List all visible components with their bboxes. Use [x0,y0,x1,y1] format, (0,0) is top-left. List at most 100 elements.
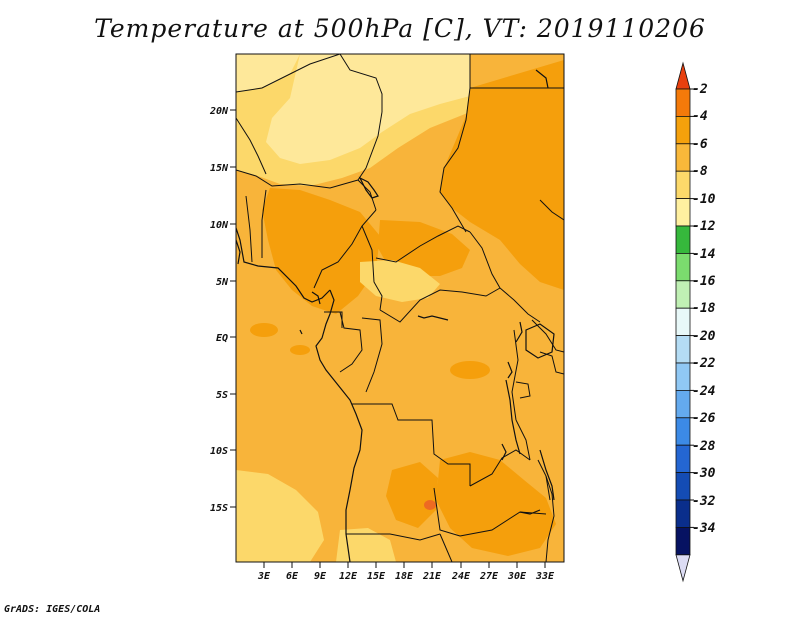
cb-label-m8: -8 [692,164,708,179]
lake-kivu [507,361,513,379]
lon-label-21e: 21E [422,571,442,582]
lat-labels: 20N 15N 10N 5N EQ 5S 10S 15S [209,106,229,514]
field-cold-north [266,54,470,164]
colorbar-swatch [675,362,691,391]
colorbar-swatch [675,116,691,145]
lon-axis [263,562,546,568]
cb-label-m28: -28 [692,439,716,454]
lake-mweru [501,443,507,461]
border-sudan-ethiopia [539,199,564,221]
lon-label-6e: 6E [286,571,299,582]
coast-cameroon-bay [311,291,321,305]
lon-labels: 3E 6E 9E 12E 15E 18E 21E 24E 27E 30E 33E [257,571,555,582]
colorbar-swatch [675,143,691,172]
colorbar-swatch [675,88,691,117]
cb-label-m6: -6 [692,137,708,152]
border-rwanda-burundi [515,381,531,399]
country-borders [236,54,564,562]
border-congo-drc [361,317,383,393]
grads-credit: GrADS: IGES/COLA [4,604,101,615]
coastline-gulf-guinea [315,289,363,562]
lake-volta [236,239,241,265]
field-warm-west-2 [378,220,470,276]
lat-label-5s: 5S [216,390,228,401]
colorbar-swatch [675,499,691,528]
lake-chad [358,176,379,199]
field-hot-spot [424,500,436,510]
colorbar-swatch [675,280,691,309]
border-drc-tanzania [515,419,531,461]
border-car-sudan [469,231,501,289]
lat-label-5n: 5N [216,277,229,288]
lon-label-3e: 3E [257,571,271,582]
colorbar-swatch [675,472,691,501]
border-niger-chad [357,111,383,211]
colorbar-swatch [675,335,691,364]
lon-label-30e: 30E [507,571,527,582]
congo-river [417,315,449,321]
colorbar-swatch [675,198,691,227]
cb-label-m2: -2 [692,82,708,97]
cb-label-m16: -16 [692,274,716,289]
colorbar-swatch [675,527,691,556]
gulf-islands [299,329,303,335]
field-warm-west [262,188,380,314]
coastline-west-africa [236,227,331,303]
cb-label-m12: -12 [692,219,716,234]
border-chad-sudan [439,87,471,233]
cb-label-m24: -24 [692,384,716,399]
border-zambia-mozambique [545,475,555,562]
colorbar-labels: -2 -4 -6 -8 -10 -12 -14 -16 -18 -20 -22 … [692,82,716,536]
border-drc-zambia [469,449,531,487]
lat-label-20n: 20N [209,106,229,117]
cb-label-m34: -34 [692,521,716,536]
lon-label-18e: 18E [395,571,414,582]
border-kenya-uganda [531,319,564,353]
colorbar-swatch [675,252,691,282]
temperature-field [236,54,564,562]
lat-label-10n: 10N [210,220,229,231]
colorbar-swatch [675,417,691,446]
colorbar-swatch [675,554,691,583]
field-cool-south [236,470,324,562]
field-patch-2 [450,361,490,379]
lat-label-eq: EQ [216,333,228,344]
cb-label-m20: -20 [692,329,716,344]
map-title: Temperature at 500hPa [C], VT: 201911020… [94,14,706,43]
border-angola-zambia [433,487,461,537]
cb-label-m26: -26 [692,411,716,426]
lat-axis [230,109,236,508]
cb-label-m22: -22 [692,356,716,371]
border-drc-uganda [511,329,519,421]
border-libya-chad [339,54,383,112]
field-warm-south [386,462,438,528]
cb-label-m18: -18 [692,301,716,316]
lat-label-15n: 15N [210,163,229,174]
colorbar-swatch [675,389,691,419]
border-cameroon-car [361,225,383,311]
cb-label-m32: -32 [692,494,716,509]
border-gabon-congo [339,311,363,373]
colorbar-swatch [675,170,691,199]
plot-border [235,53,565,563]
lon-label-12e: 12E [339,571,358,582]
lat-label-15s: 15S [210,503,228,514]
colorbar-swatch [675,225,691,254]
border-chad-car [375,225,471,263]
cb-label-m30: -30 [692,466,716,481]
field-cool-south-2 [336,528,396,562]
lake-albert [515,321,523,343]
border-angola-namibia [346,533,441,541]
colorbar-swatches [675,61,691,583]
lake-victoria [525,323,555,359]
border-benin-nigeria [261,189,267,258]
field-warm-southeast [436,452,556,556]
river-nile-north [535,69,549,89]
colorbar-swatch [675,61,691,90]
border-algeria-niger [236,54,341,93]
border-malawi [537,459,551,501]
lon-label-9e: 9E [314,571,327,582]
lon-label-27e: 27E [479,571,499,582]
field-patch-3 [290,345,310,355]
